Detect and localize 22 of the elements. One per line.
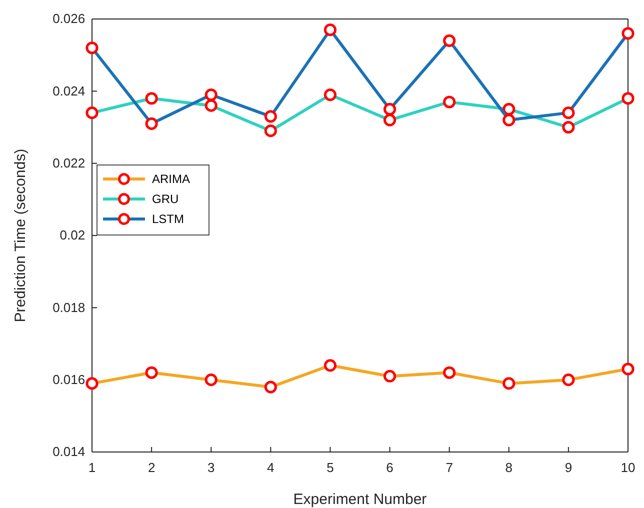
- y-tick-label: 0.022: [52, 155, 86, 170]
- y-tick-label: 0.014: [52, 444, 86, 460]
- legend-label: LSTM: [152, 212, 184, 226]
- x-tick-label: 7: [446, 460, 453, 475]
- x-axis-title: Experiment Number: [293, 491, 427, 508]
- y-tick-label: 0.026: [52, 11, 86, 26]
- x-tick-label: 9: [564, 460, 572, 475]
- legend-label: GRU: [152, 192, 179, 206]
- x-tick-label: 1: [88, 460, 96, 475]
- y-tick-label: 0.016: [52, 372, 86, 387]
- x-tick-label: 6: [386, 460, 394, 475]
- y-axis-title: Prediction Time (seconds): [12, 148, 29, 322]
- y-tick-label: 0.018: [52, 300, 86, 315]
- x-tick-label: 3: [207, 460, 215, 475]
- x-tick-label: 4: [267, 460, 274, 475]
- x-tick-label: 5: [326, 460, 334, 475]
- x-tick-label: 8: [505, 460, 513, 475]
- y-tick-label: 0.024: [52, 83, 86, 98]
- x-tick-label: 2: [148, 460, 156, 475]
- x-tick-label: 10: [620, 460, 636, 475]
- legend-label: ARIMA: [152, 172, 190, 186]
- y-tick-label: 0.02: [60, 228, 86, 243]
